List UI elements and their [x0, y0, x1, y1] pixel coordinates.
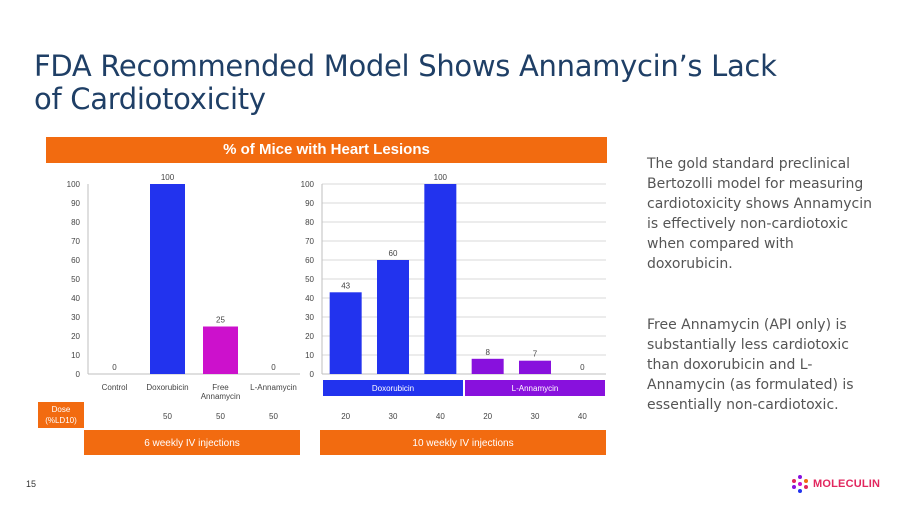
molecule-icon: [792, 475, 808, 493]
chart1-ytick-label: 70: [71, 237, 80, 246]
chart2-group-label: Doxorubicin: [372, 384, 414, 393]
chart1-ytick-label: 10: [71, 351, 80, 360]
dose-label-text: (%LD10): [45, 416, 77, 425]
chart1-data-label: 0: [271, 363, 276, 372]
chart2-dose-label: 30: [531, 412, 540, 421]
chart2-ytick-label: 30: [305, 313, 314, 322]
chart1-ytick-label: 100: [67, 180, 81, 189]
chart2-group-label: L-Annamycin: [512, 384, 559, 393]
chart1-category-label: Annamycin: [201, 392, 241, 401]
chart2-data-label: 60: [389, 249, 398, 258]
chart2-group-box: [323, 380, 463, 396]
chart1-category-label: Free: [212, 383, 229, 392]
chart1-ytick-label: 40: [71, 294, 80, 303]
chart2-ytick-label: 20: [305, 332, 314, 341]
chart2-dose-label: 40: [578, 412, 587, 421]
chart1-ytick-label: 90: [71, 199, 80, 208]
description-paragraph-2: Free Annamycin (API only) is substantial…: [647, 317, 854, 413]
chart2-dose-label: 30: [389, 412, 398, 421]
chart2-ytick-label: 80: [305, 218, 314, 227]
chart1-ytick-label: 20: [71, 332, 80, 341]
chart2-ytick-label: 40: [305, 294, 314, 303]
chart2-bar: [519, 360, 551, 374]
chart1-dose-label: 50: [216, 412, 225, 421]
chart2-data-label: 0: [580, 363, 585, 372]
chart1-ytick-label: 60: [71, 256, 80, 265]
chart1-category-label: Doxorubicin: [146, 383, 188, 392]
chart1-ytick-label: 80: [71, 218, 80, 227]
chart2-dose-label: 40: [436, 412, 445, 421]
logo-text: MOLECULIN: [813, 478, 881, 490]
chart2-ytick-label: 10: [305, 351, 314, 360]
chart1-dose-label: 50: [269, 412, 278, 421]
dose-label-text: Dose: [52, 405, 71, 414]
chart2-data-label: 43: [341, 281, 350, 290]
chart2-footer-box: [320, 430, 606, 455]
page-number: 15: [26, 479, 37, 489]
chart2-ytick-label: 0: [310, 370, 315, 379]
chart1-data-label: 25: [216, 316, 225, 325]
chart2-dose-label: 20: [483, 412, 492, 421]
chart1-data-label: 100: [161, 173, 175, 182]
chart2-bar: [424, 184, 457, 374]
chart1-ytick-label: 0: [76, 370, 81, 379]
chart1-dose-label: 50: [163, 412, 172, 421]
chart2-ytick-label: 70: [305, 237, 314, 246]
description-paragraph-1: The gold standard preclinical Bertozolli…: [647, 156, 872, 272]
chart2-group-box: [465, 380, 605, 396]
chart1-bar: [203, 326, 238, 374]
chart2-data-label: 7: [533, 350, 538, 359]
slide-title: FDA Recommended Model Shows Annamycin’s …: [34, 49, 777, 116]
chart1-footer-text: 6 weekly IV injections: [144, 438, 240, 449]
chart1-ytick-label: 30: [71, 313, 80, 322]
chart2-bar: [329, 292, 362, 374]
chart1-category-label: Control: [102, 383, 128, 392]
chart2-ytick-label: 90: [305, 199, 314, 208]
chart-banner: % of Mice with Heart Lesions: [46, 137, 607, 163]
chart1-ytick-label: 50: [71, 275, 80, 284]
chart1-category-label: L-Annamycin: [250, 383, 297, 392]
chart2-ytick-label: 100: [301, 180, 315, 189]
chart2-data-label: 100: [434, 173, 448, 182]
dose-label-box: [38, 402, 84, 428]
company-logo: MOLECULIN: [790, 472, 880, 496]
chart2-data-label: 8: [485, 348, 490, 357]
chart-right: 01020304050607080901004320603010040Doxor…: [301, 173, 606, 455]
chart1-data-label: 0: [112, 363, 117, 372]
chart2-footer-text: 10 weekly IV injections: [412, 438, 513, 449]
chart2-dose-label: 20: [341, 412, 350, 421]
chart2-ytick-label: 50: [305, 275, 314, 284]
chart2-bar: [377, 260, 409, 374]
chart1-footer-box: [84, 430, 300, 455]
chart-left: 0 10 20 30 40 50 60 70 80 90 100 0 Control 100 Doxorub…: [38, 173, 300, 455]
chart1-bar: [150, 184, 185, 374]
chart2-bar: [471, 358, 504, 374]
chart2-ytick-label: 60: [305, 256, 314, 265]
